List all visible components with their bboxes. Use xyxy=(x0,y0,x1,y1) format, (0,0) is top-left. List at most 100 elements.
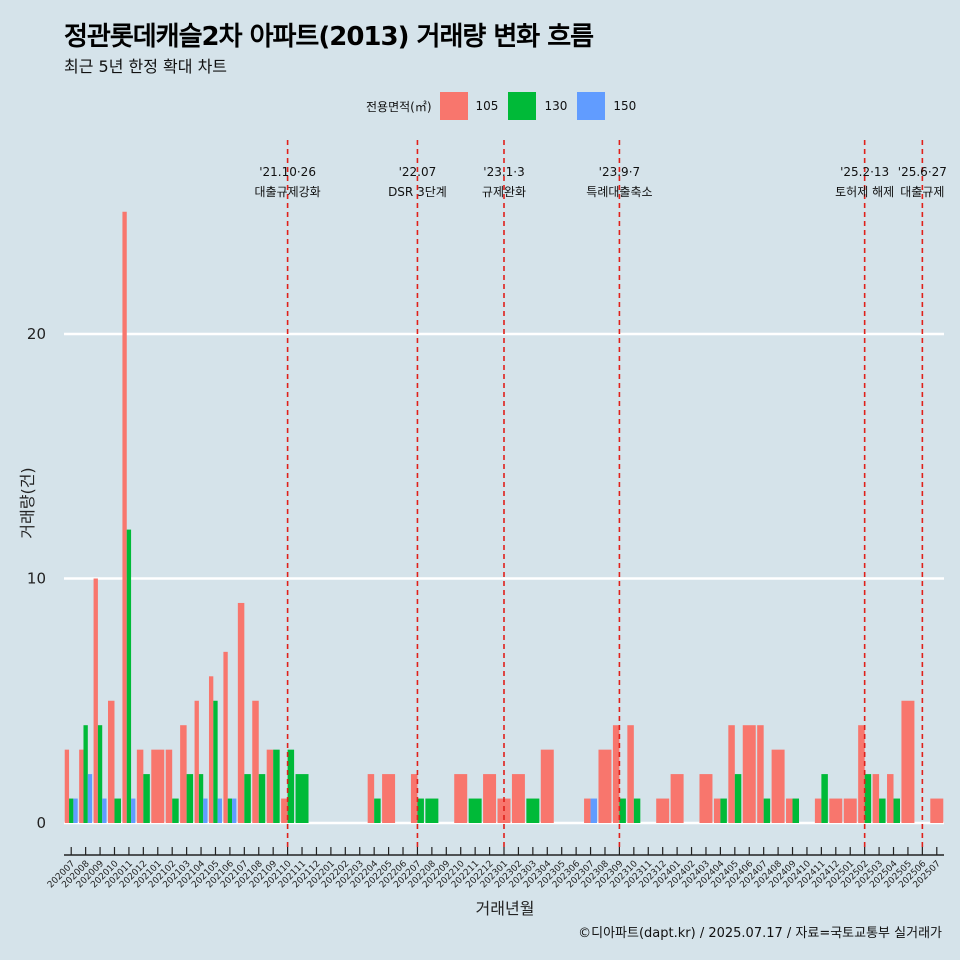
bar-150-202011 xyxy=(131,798,136,823)
event-lines: '21.10·26 대출규제강화 '22.07 DSR 3단계 '23.1·3 규제완화 '… xyxy=(254,140,947,848)
bar-105-202205 xyxy=(382,774,396,823)
bar-130-202504 xyxy=(893,798,900,823)
legend-title: 전용면적(㎡) xyxy=(366,99,432,114)
y-tick-label-10: 10 xyxy=(27,570,46,588)
legend-item-150: 150 xyxy=(577,92,636,120)
legend-label-150: 150 xyxy=(613,99,637,113)
event-date-202502: '25.2·13 xyxy=(840,165,889,179)
bar-150-202105 xyxy=(217,798,222,823)
bar-105-202011 xyxy=(122,211,127,823)
bar-130-202204 xyxy=(374,798,381,823)
bar-105-202302 xyxy=(511,774,525,823)
event-label-202207: DSR 3단계 xyxy=(388,185,447,199)
legend-swatch-150 xyxy=(577,92,606,120)
bar-105-202309 xyxy=(612,725,620,823)
bar-105-202312 xyxy=(656,798,670,823)
bar-130-202007 xyxy=(69,798,74,823)
bar-105-202204 xyxy=(367,774,375,823)
bar-105-202008 xyxy=(79,749,84,823)
bar-130-202502 xyxy=(864,774,872,823)
x-axis-title: 거래년월 xyxy=(476,899,535,918)
bar-130-202405 xyxy=(734,774,742,823)
bar-105-202310 xyxy=(627,725,634,823)
bar-105-202503 xyxy=(872,774,880,823)
bar-105-202212 xyxy=(483,774,497,823)
bar-105-202405 xyxy=(728,725,735,823)
legend-swatch-130 xyxy=(508,92,537,120)
bar-105-202407 xyxy=(757,725,764,823)
caption: ©디아파트(dapt.kr) / 2025.07.17 / 자료=국토교통부 실… xyxy=(578,926,942,941)
bar-130-202107 xyxy=(244,774,251,823)
bar-105-202012 xyxy=(136,749,144,823)
bar-105-202404 xyxy=(713,798,721,823)
bar-150-202009 xyxy=(102,798,107,823)
bar-105-202406 xyxy=(742,725,756,823)
bar-130-202009 xyxy=(97,725,103,823)
x-axis: 2020072020082020092020102020112020122021… xyxy=(46,847,944,890)
bar-130-202211 xyxy=(468,798,482,823)
bar-130-202010 xyxy=(114,798,121,823)
event-label-202506: 대출규제 xyxy=(900,185,944,199)
bar-105-202304 xyxy=(540,749,554,823)
bar-105-202107 xyxy=(237,602,245,823)
bar-105-202103 xyxy=(180,725,187,823)
bar-130-202404 xyxy=(720,798,727,823)
bar-130-202207 xyxy=(417,798,424,823)
event-label-202301: 규제완화 xyxy=(482,185,526,199)
bar-105-202102 xyxy=(165,749,173,823)
bar-105-202207 xyxy=(410,774,418,823)
bar-105-202210 xyxy=(454,774,468,823)
chart-title: 정관롯데캐슬2차 아파트(2013) 거래량 변화 흐름 xyxy=(64,22,594,52)
bar-105-202009 xyxy=(93,578,98,823)
bar-130-202103 xyxy=(186,774,194,823)
legend-item-105: 105 xyxy=(439,92,499,120)
event-date-202309: '23.9·7 xyxy=(599,165,640,179)
bar-130-202111 xyxy=(295,774,309,823)
bar-150-202307 xyxy=(590,798,598,823)
bar-150-202008 xyxy=(87,774,93,823)
event-label-202502: 토허제 해제 xyxy=(835,185,894,199)
event-date-202110: '21.10·26 xyxy=(259,165,316,179)
bar-150-202007 xyxy=(73,798,78,823)
bar-130-202309 xyxy=(619,798,626,823)
bar-105-202501 xyxy=(843,798,857,823)
bar-130-202109 xyxy=(273,749,280,823)
bar-105-202507 xyxy=(930,798,944,823)
bar-130-202104 xyxy=(198,774,204,823)
bar-105-202106 xyxy=(223,651,228,823)
bar-130-202105 xyxy=(213,700,218,823)
bar-105-202401 xyxy=(670,774,684,823)
y-tick-label-20: 20 xyxy=(27,325,46,343)
event-label-202309: 특례대출축소 xyxy=(586,185,652,199)
y-axis-title: 거래량(건) xyxy=(18,467,37,538)
bar-105-202101 xyxy=(151,749,165,823)
bar-150-202104 xyxy=(203,798,208,823)
bar-130-202011 xyxy=(126,529,132,823)
bar-130-202106 xyxy=(227,798,233,823)
bar-130-202208 xyxy=(425,798,439,823)
legend-swatch-105 xyxy=(439,92,468,120)
bar-105-202412 xyxy=(829,798,843,823)
bar-105-202403 xyxy=(699,774,713,823)
legend-label-130: 130 xyxy=(544,99,568,113)
bar-130-202411 xyxy=(821,774,828,823)
bar-130-202503 xyxy=(879,798,886,823)
legend-label-105: 105 xyxy=(475,99,499,113)
bar-130-202108 xyxy=(258,774,266,823)
bar-105-202408 xyxy=(771,749,785,823)
bar-105-202411 xyxy=(814,798,822,823)
bar-105-202308 xyxy=(598,749,612,823)
event-date-202301: '23.1·3 xyxy=(483,165,524,179)
bar-130-202407 xyxy=(763,798,771,823)
bar-105-202104 xyxy=(194,700,199,823)
bar-130-202110 xyxy=(287,749,295,823)
bar-105-202007 xyxy=(64,749,70,823)
bar-130-202008 xyxy=(83,725,88,823)
event-date-202506: '25.6·27 xyxy=(898,165,947,179)
bar-105-202504 xyxy=(887,774,894,823)
bar-105-202409 xyxy=(786,798,793,823)
bar-105-202505 xyxy=(901,700,915,823)
bar-105-202110 xyxy=(281,798,288,823)
bar-105-202307 xyxy=(584,798,591,823)
